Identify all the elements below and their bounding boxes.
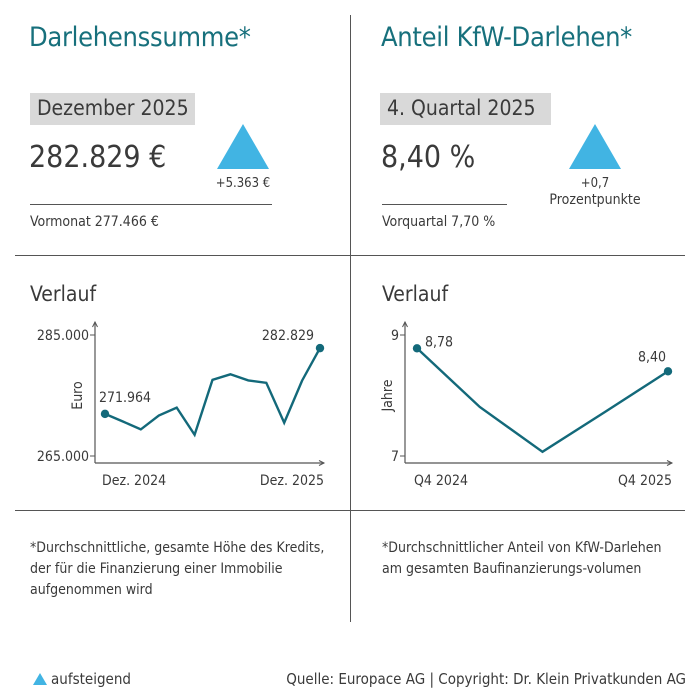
data-point — [663, 367, 673, 376]
y-tick-label: 7 — [391, 449, 399, 465]
x-axis-arrow — [318, 460, 326, 466]
y-tick-label: 265.000 — [37, 449, 89, 465]
horizontal-divider — [15, 255, 685, 256]
x-tick-label: Dez. 2025 — [260, 473, 324, 489]
data-label: 271.964 — [99, 390, 151, 406]
data-label: 282.829 — [262, 328, 314, 344]
y-axis-label: Euro — [70, 381, 86, 410]
x-axis-arrow — [666, 460, 674, 466]
left-chart: 265.000 285.000 Euro Dez. 2024 Dez. 2025 271.… — [37, 320, 326, 489]
y-axis-arrow — [402, 320, 408, 328]
up-triangle-icon — [569, 124, 621, 169]
right-period-badge: 4. Quartal 2025 — [380, 93, 551, 125]
right-rule — [382, 204, 507, 205]
vertical-divider — [350, 15, 351, 622]
left-previous: Vormonat 277.466 € — [30, 214, 159, 230]
horizontal-divider — [15, 510, 685, 511]
right-chart: 7 9 Jahre Q4 2024 Q4 2025 8,78 8,40 — [380, 320, 674, 489]
x-tick-label: Q4 2025 — [618, 473, 672, 489]
data-point — [412, 344, 422, 353]
legend-label: aufsteigend — [51, 670, 131, 688]
left-rule — [30, 204, 272, 205]
legend-up-triangle-icon — [33, 673, 47, 685]
up-triangle-icon — [217, 124, 269, 169]
data-point — [100, 409, 110, 419]
data-label: 8,40 — [638, 349, 666, 365]
x-tick-label: Q4 2024 — [414, 473, 468, 489]
right-previous: Vorquartal 7,70 % — [382, 214, 496, 230]
left-title: Darlehenssumme* — [29, 22, 251, 53]
left-value: 282.829 € — [29, 140, 167, 175]
left-change: +5.363 € — [215, 176, 271, 191]
y-axis-label: Jahre — [380, 379, 396, 412]
right-footnote: *Durchschnittlicher Anteil von KfW-Darle… — [382, 540, 662, 577]
right-change: +0,7 Prozentpunkte — [535, 175, 655, 209]
right-history-heading: Verlauf — [382, 282, 449, 306]
y-axis-arrow — [92, 320, 98, 328]
x-tick-label: Dez. 2024 — [102, 473, 166, 489]
right-change-value: +0,7 — [580, 176, 610, 191]
right-change-unit: Prozentpunkte — [549, 192, 641, 208]
series-line — [416, 347, 669, 454]
left-footnote: *Durchschnittliche, gesamte Höhe des Kre… — [30, 540, 325, 598]
y-tick-label: 285.000 — [37, 328, 89, 344]
left-period-badge: Dezember 2025 — [30, 93, 195, 125]
y-tick-label: 9 — [391, 328, 399, 344]
data-label: 8,78 — [425, 334, 453, 350]
right-title: Anteil KfW-Darlehen* — [381, 22, 633, 53]
data-point — [315, 343, 325, 353]
left-history-heading: Verlauf — [30, 282, 97, 306]
source-credit: Quelle: Europace AG | Copyright: Dr. Kle… — [286, 670, 686, 688]
right-value: 8,40 % — [381, 140, 476, 175]
